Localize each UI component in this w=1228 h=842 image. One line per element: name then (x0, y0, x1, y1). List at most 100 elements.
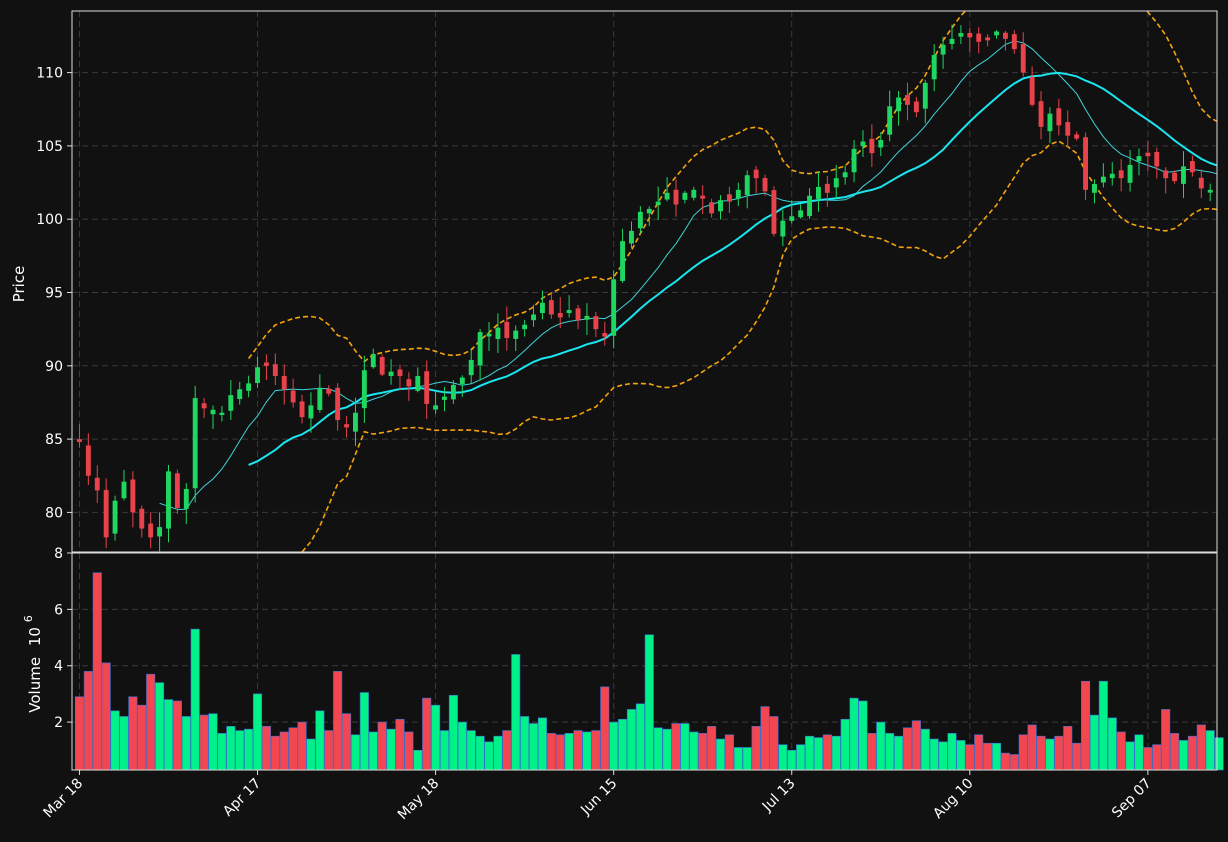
candle-body (584, 315, 590, 320)
volume-axis-label-text: Volume (26, 657, 44, 713)
candle-body (682, 192, 688, 200)
candle-body (602, 333, 608, 337)
volume-bar (226, 726, 236, 771)
volume-bar (600, 686, 610, 771)
volume-bar (422, 697, 432, 771)
volume-bar (822, 734, 832, 771)
candle-body (94, 477, 100, 491)
price-tick-label: 85 (45, 432, 63, 448)
candle-body (905, 95, 910, 105)
volume-bar (680, 723, 690, 771)
volume-bar (1036, 735, 1046, 771)
volume-bar (439, 730, 450, 771)
candle-body (1189, 161, 1195, 173)
candle-body (1038, 101, 1044, 127)
candle-body (1100, 176, 1106, 183)
volume-bar (698, 733, 708, 771)
candle-body (593, 316, 599, 330)
candle-body (281, 376, 287, 390)
candle-body (361, 370, 367, 409)
volume-bar (190, 628, 200, 771)
candle-body (1127, 164, 1133, 183)
volume-bar (146, 673, 156, 771)
volume-bar (92, 572, 102, 771)
candle-body (344, 424, 350, 428)
volume-bar (635, 703, 645, 771)
volume-bar (778, 744, 788, 771)
volume-axis-label: Volume 10 6 (22, 615, 44, 712)
candle-body (762, 178, 768, 192)
candle-body (985, 37, 991, 41)
volume-bar (1063, 726, 1073, 771)
candle-body (744, 175, 750, 196)
candle-body (1181, 166, 1186, 184)
volume-bar (751, 726, 761, 771)
candle-body (85, 445, 91, 476)
candle-body (726, 194, 732, 202)
volume-bar (805, 735, 815, 771)
candle-body (1092, 184, 1097, 193)
candle-body (1154, 151, 1160, 167)
volume-bar (724, 734, 734, 771)
candle-body (816, 186, 821, 199)
candle-body (495, 327, 501, 339)
volume-bar (324, 730, 334, 771)
candle-body (709, 202, 715, 214)
volume-bar (546, 733, 556, 771)
volume-bar (110, 710, 120, 771)
volume-bar (359, 692, 369, 771)
candle-body (753, 169, 759, 179)
volume-bar (279, 731, 289, 771)
candle-body (655, 201, 661, 206)
volume-bar (582, 731, 592, 771)
volume-bar (715, 738, 726, 771)
volume-bar (404, 731, 414, 771)
volume-bar (1196, 724, 1206, 771)
candle-body (735, 189, 741, 199)
candle-body (771, 190, 777, 234)
candle-body (397, 369, 403, 377)
volume-bar (742, 747, 752, 771)
candle-body (967, 32, 973, 38)
volume-bar (1134, 734, 1144, 771)
price-tick-label: 110 (36, 66, 63, 82)
volume-bar (1018, 734, 1028, 771)
bollinger-upper-band (247, 11, 1217, 363)
candle-body (824, 183, 830, 193)
volume-bar (235, 730, 245, 771)
volume-bar (413, 749, 423, 771)
volume-bar (564, 733, 574, 771)
volume-bar (181, 716, 191, 771)
candle-body (869, 138, 875, 154)
candle-body (878, 140, 884, 148)
candle-body (789, 216, 795, 221)
candle-body (860, 141, 866, 147)
candle-body (1083, 137, 1089, 190)
volume-bar (288, 727, 298, 771)
candle-body (851, 148, 857, 173)
volume-bar (1009, 754, 1019, 771)
candle-body (531, 314, 536, 321)
candle-body (620, 241, 626, 281)
volume-bar (733, 747, 743, 771)
volume-bar (297, 721, 307, 771)
volume-bar (965, 744, 975, 771)
candle-body (290, 390, 296, 403)
candle-body (272, 364, 278, 377)
candle-body (700, 195, 706, 199)
volume-bar (395, 718, 405, 771)
volume-tick-label: 6 (54, 602, 63, 618)
volume-bar (520, 716, 530, 771)
candle-body (833, 178, 839, 188)
bollinger-lower-band (300, 140, 1217, 552)
candle-body (1020, 43, 1026, 73)
candle-body (673, 189, 679, 205)
candle-body (1065, 122, 1071, 136)
volume-bar (1000, 752, 1010, 771)
candle-body (183, 488, 189, 509)
candle-body (415, 376, 421, 391)
candle-body (353, 412, 358, 432)
volume-bar (760, 706, 770, 771)
candle-body (459, 377, 465, 385)
